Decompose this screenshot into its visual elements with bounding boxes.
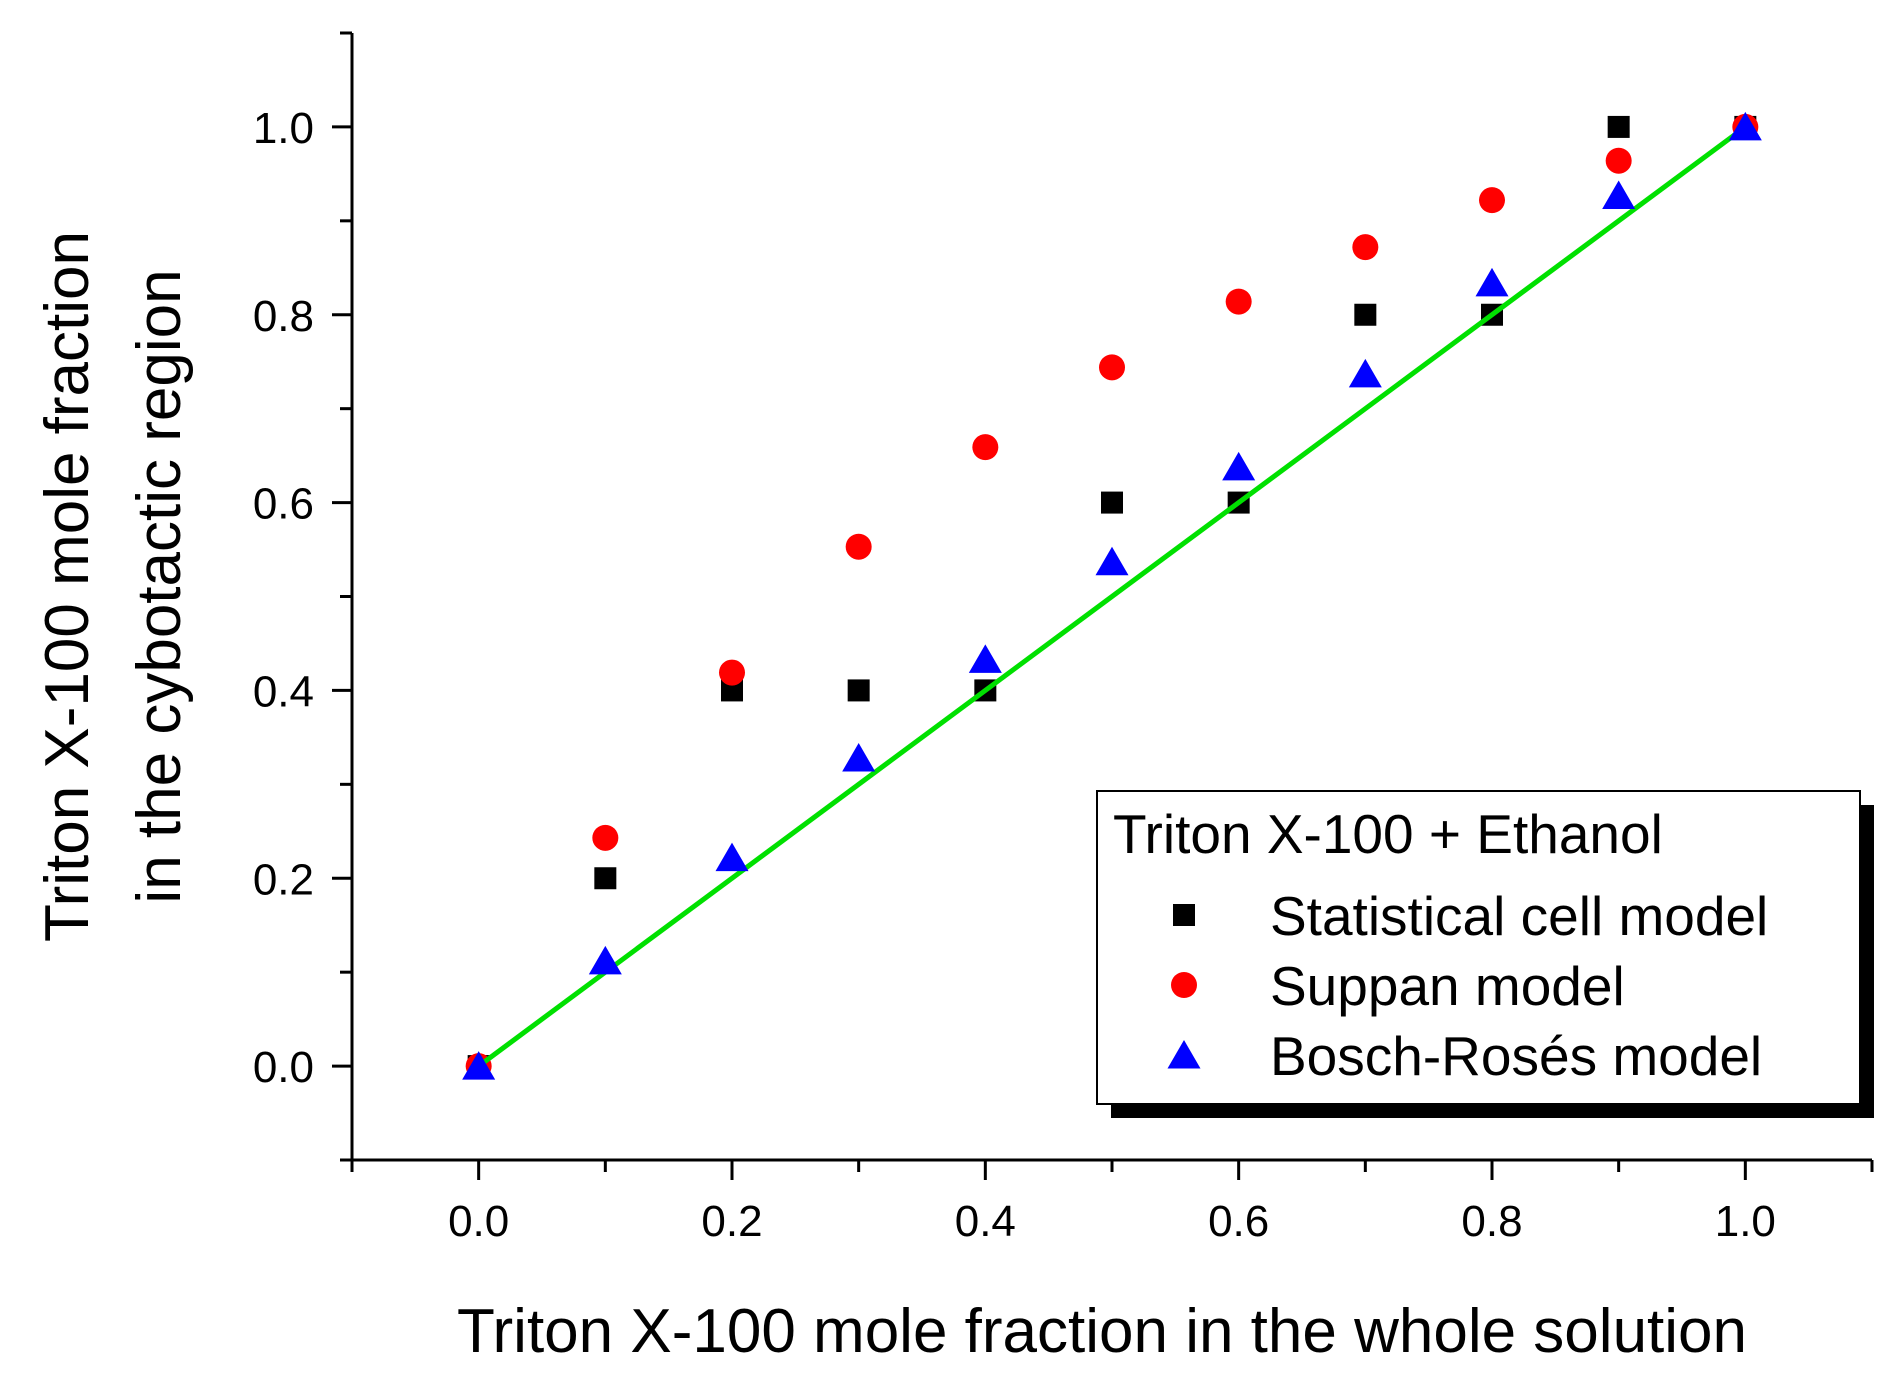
bosch-roses-point bbox=[1222, 451, 1256, 481]
bosch-roses-point bbox=[715, 842, 749, 872]
suppan-point bbox=[1099, 354, 1125, 381]
y-tick-label: 0.2 bbox=[253, 855, 314, 904]
bosch-roses-point bbox=[842, 743, 876, 772]
suppan-point bbox=[1225, 288, 1252, 315]
legend-label: Suppan model bbox=[1270, 955, 1625, 1017]
suppan-point bbox=[1352, 234, 1379, 261]
x-tick-label: 0.6 bbox=[1208, 1197, 1269, 1246]
x-tick-label: 0.4 bbox=[955, 1197, 1016, 1246]
legend-label: Statistical cell model bbox=[1270, 885, 1768, 947]
bosch-roses-point bbox=[588, 945, 622, 975]
statistical-cell-point bbox=[594, 867, 617, 890]
bosch-roses-point bbox=[968, 644, 1002, 673]
y-axis-title-line-1: Triton X-100 mole fraction bbox=[33, 231, 102, 942]
y-tick-label: 0.6 bbox=[253, 480, 314, 529]
statistical-cell-point bbox=[721, 679, 743, 702]
x-tick-label: 0.2 bbox=[701, 1197, 762, 1246]
bosch-roses-point bbox=[1728, 111, 1762, 141]
x-axis-title: Triton X-100 mole fraction in the whole … bbox=[457, 1297, 1747, 1366]
bosch-roses-point bbox=[1602, 180, 1636, 209]
suppan-point bbox=[592, 824, 619, 851]
statistical-cell-point bbox=[1607, 115, 1630, 138]
reference-line bbox=[477, 124, 1747, 1069]
y-tick-label: 0.0 bbox=[253, 1043, 314, 1092]
x-tick-label: 0.0 bbox=[448, 1197, 509, 1246]
statistical-cell-point bbox=[847, 679, 870, 702]
legend-suppan-point-marker bbox=[1171, 972, 1197, 998]
suppan-point bbox=[845, 533, 872, 560]
x-tick-label: 0.8 bbox=[1461, 1197, 1522, 1246]
legend-bosch-roses-point-marker bbox=[1167, 1040, 1201, 1069]
suppan-point bbox=[972, 434, 999, 461]
bosch-roses-point bbox=[1475, 267, 1509, 297]
bosch-roses-point bbox=[462, 1051, 496, 1080]
y-axis-title-line-2: in the cybotactic region bbox=[125, 269, 194, 903]
legend-statistical-cell-point-marker bbox=[1173, 904, 1195, 926]
suppan-point bbox=[1479, 187, 1505, 214]
bosch-roses-point bbox=[1095, 546, 1129, 576]
suppan-point bbox=[719, 659, 745, 686]
bosch-roses-point bbox=[1348, 358, 1382, 388]
statistical-cell-point bbox=[1354, 303, 1377, 326]
suppan-point bbox=[1605, 147, 1632, 174]
legend-title: Triton X-100 + Ethanol bbox=[1113, 803, 1663, 865]
y-tick-label: 0.8 bbox=[253, 292, 314, 341]
y-tick-label: 1.0 bbox=[253, 104, 314, 153]
y-tick-label: 0.4 bbox=[253, 667, 314, 716]
legend-box bbox=[1096, 790, 1861, 1105]
x-tick-label: 1.0 bbox=[1715, 1197, 1776, 1246]
statistical-cell-point bbox=[1101, 491, 1123, 514]
legend-label: Bosch-Rosés model bbox=[1270, 1025, 1762, 1087]
